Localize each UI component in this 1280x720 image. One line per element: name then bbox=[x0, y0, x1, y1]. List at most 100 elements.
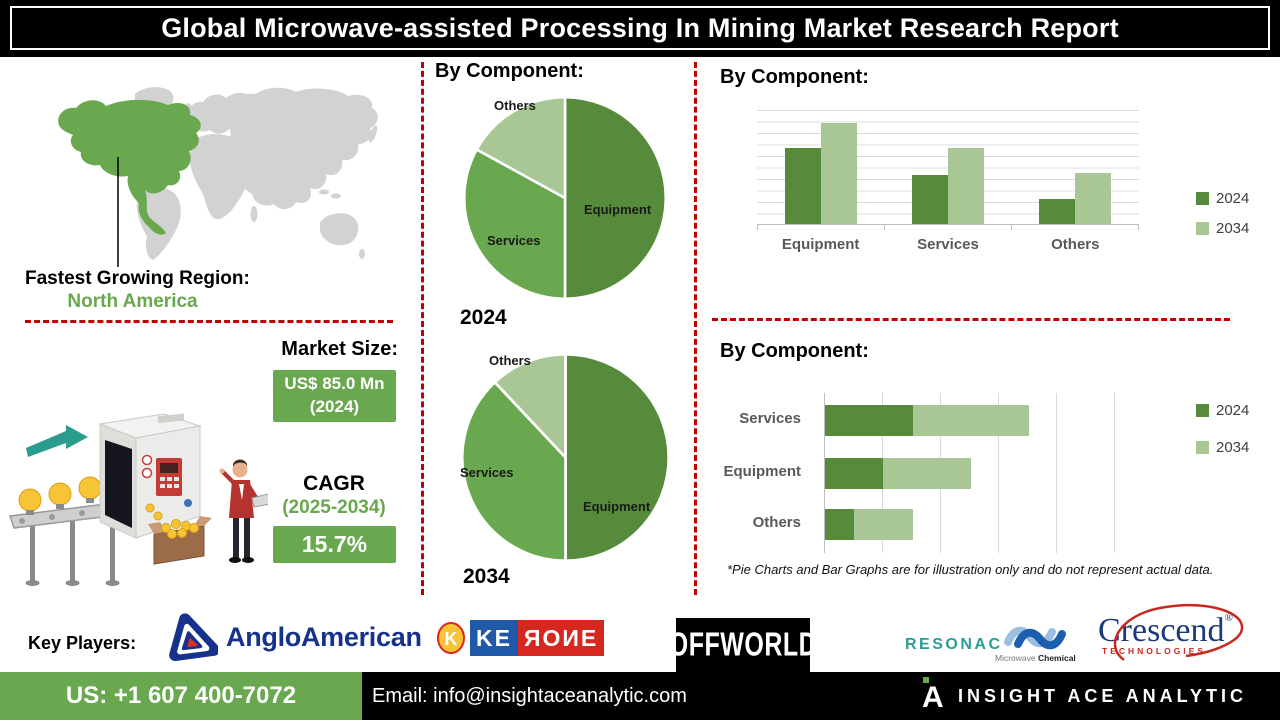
page-title: Global Microwave-assisted Processing In … bbox=[161, 12, 1119, 43]
header-bar: Global Microwave-assisted Processing In … bbox=[0, 0, 1280, 57]
market-size-value-box: US$ 85.0 Mn (2024) bbox=[273, 370, 396, 422]
column-2024-others bbox=[1039, 198, 1076, 224]
pie-slice-equipment bbox=[563, 95, 668, 301]
anglo-american-icon bbox=[169, 613, 218, 662]
pie-2034-label-equipment: Equipment bbox=[583, 499, 651, 514]
divider-vertical-left bbox=[421, 62, 424, 595]
microwave-chemical-icon bbox=[1004, 626, 1067, 650]
hbar-cat-equipment: Equipment bbox=[723, 463, 802, 480]
crescend-wordmark: Crescend bbox=[1098, 612, 1225, 649]
pie-2024-label-services: Services bbox=[487, 233, 541, 248]
column-2024-services bbox=[912, 174, 948, 224]
pie-section-title: By Component: bbox=[435, 60, 584, 82]
hbar-legend-2024-swatch bbox=[1196, 404, 1209, 417]
hbar-2024-others bbox=[825, 509, 855, 540]
coins-box bbox=[145, 503, 212, 565]
disclaimer-note: *Pie Charts and Bar Graphs are for illus… bbox=[727, 562, 1214, 577]
legend-2034-label: 2034 bbox=[1216, 220, 1250, 237]
processing-machine bbox=[98, 413, 202, 539]
hbar-2024-services bbox=[825, 405, 913, 436]
anglo-american-wordmark: AngloAmerican bbox=[226, 621, 422, 652]
logo-anglo-american: AngloAmerican bbox=[162, 608, 422, 666]
map-australia bbox=[320, 213, 359, 246]
map-asia bbox=[230, 87, 378, 210]
hbar-2034-services bbox=[912, 405, 1030, 436]
divider-vertical-right bbox=[694, 62, 697, 595]
footer-email: Email: info@insightaceanalytic.com bbox=[372, 684, 687, 707]
logo-offworld: OFFWORLD bbox=[669, 618, 817, 672]
hbar-chart-legend: 2024 2034 bbox=[1196, 402, 1249, 456]
pie-slice-services bbox=[460, 380, 567, 563]
vbar-cat-equipment: Equipment bbox=[781, 236, 860, 253]
fastest-growing-region-label: Fastest Growing Region: bbox=[25, 268, 250, 289]
cagr-value: 15.7% bbox=[301, 531, 368, 557]
hbar-cat-services: Services bbox=[739, 410, 801, 427]
market-size-year: (2024) bbox=[309, 397, 360, 416]
hbar-2034-equipment bbox=[883, 458, 971, 489]
logo-resonac: RESONAC bbox=[905, 636, 1003, 653]
pie-2024-label-equipment: Equipment bbox=[584, 202, 652, 217]
svg-text:K: K bbox=[445, 629, 458, 649]
pie-chart-2024: Others Services Equipment bbox=[460, 93, 670, 303]
kerone-icon: K bbox=[437, 622, 465, 654]
footer-brand: INSIGHT ACE ANALYTIC bbox=[958, 685, 1248, 706]
kerone-wordmark-left: KE bbox=[470, 620, 518, 656]
map-south-america bbox=[136, 186, 181, 260]
pie-slice-equipment bbox=[564, 352, 670, 563]
crescend-sub-wordmark: TECHNOLOGIES bbox=[1102, 646, 1207, 656]
hbar-legend-2034-swatch bbox=[1196, 441, 1209, 454]
legend-2034-swatch bbox=[1196, 222, 1209, 235]
fastest-growing-region-value: North America bbox=[67, 291, 198, 312]
cagr-label: CAGR bbox=[303, 472, 365, 495]
pie-2024-label-others: Others bbox=[494, 98, 536, 113]
vbar-cat-others: Others bbox=[1051, 236, 1100, 253]
pie-2034-year: 2034 bbox=[463, 565, 510, 588]
logo-kerone: K KE ЯOИE bbox=[436, 620, 605, 656]
offworld-wordmark: OFFWORLD bbox=[668, 625, 818, 664]
map-north-america bbox=[58, 99, 201, 235]
presenter-person bbox=[219, 459, 268, 563]
cagr-value-box: 15.7% bbox=[273, 526, 396, 563]
vbar-cat-services: Services bbox=[917, 236, 979, 253]
hbar-legend-2034-label: 2034 bbox=[1216, 439, 1250, 456]
pie-2024-year: 2024 bbox=[460, 306, 507, 329]
footer-bar: US: +1 607 400-7072 Email: info@insighta… bbox=[0, 672, 1280, 720]
hbar-section-title: By Component: bbox=[720, 340, 869, 362]
legend-2024-swatch bbox=[1196, 192, 1209, 205]
logo-microwave-chemical: Microwave Chemical bbox=[995, 622, 1076, 663]
kerone-wordmark-right: ЯOИE bbox=[517, 620, 605, 656]
microwave-chemical-wordmark: Microwave Chemical bbox=[995, 653, 1076, 663]
pie-2034-svg bbox=[460, 352, 670, 563]
pie-slice-others bbox=[492, 352, 567, 461]
growth-arrow-icon bbox=[26, 425, 88, 457]
header-border: Global Microwave-assisted Processing In … bbox=[10, 6, 1270, 50]
vbar-section-title: By Component: bbox=[720, 66, 869, 88]
logo-crescend: Crescend® TECHNOLOGIES bbox=[1098, 604, 1280, 662]
key-players-label: Key Players: bbox=[28, 633, 137, 653]
right-divider-dashed bbox=[712, 318, 1230, 321]
column-2034-equipment bbox=[820, 122, 857, 224]
column-chart-categories: Equipment Services Others bbox=[757, 236, 1139, 253]
hbar-legend-2024-label: 2024 bbox=[1216, 402, 1250, 419]
hbar-2034-others bbox=[854, 509, 913, 540]
cagr-period: (2025-2034) bbox=[282, 497, 386, 518]
pie-slice-services bbox=[462, 147, 567, 301]
legend-2024-label: 2024 bbox=[1216, 190, 1250, 207]
column-chart-plot bbox=[757, 110, 1139, 230]
pie-slice-others bbox=[474, 95, 567, 201]
column-chart-legend: 2024 2034 bbox=[1196, 190, 1249, 237]
pie-2034-label-others: Others bbox=[489, 353, 531, 368]
market-size-value: US$ 85.0 Mn bbox=[284, 374, 385, 394]
hbar-chart-plot bbox=[824, 393, 1116, 553]
column-2034-services bbox=[948, 148, 984, 224]
column-2024-equipment bbox=[784, 148, 821, 224]
column-2034-others bbox=[1075, 173, 1112, 224]
market-illustration bbox=[8, 413, 268, 586]
pie-chart-2034: Others Services Equipment bbox=[458, 350, 673, 565]
footer-phone: US: +1 607 400-7072 bbox=[0, 672, 362, 720]
market-size-label: Market Size: bbox=[281, 338, 398, 360]
hbar-cat-others: Others bbox=[752, 514, 801, 531]
left-divider-dashed bbox=[25, 320, 393, 323]
world-map bbox=[58, 87, 378, 267]
